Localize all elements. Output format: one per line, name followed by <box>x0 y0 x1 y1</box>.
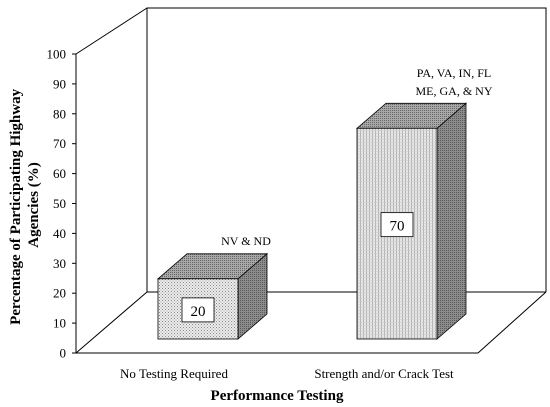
x-category-label: Strength and/or Crack Test <box>314 366 454 381</box>
back-wall-outline <box>146 7 547 292</box>
y-tick-label: 40 <box>53 226 66 241</box>
left-depth-bottom-line <box>75 291 148 354</box>
y-tick-label: 20 <box>53 286 66 301</box>
x-category-label: No Testing Required <box>120 366 228 381</box>
category-labels: No Testing Required Strength and/or Crack… <box>120 366 454 381</box>
y-tick-label: 100 <box>47 47 67 62</box>
y-tick-label: 90 <box>53 76 66 91</box>
x-axis-title: Performance Testing <box>211 388 344 404</box>
y-tick-label: 30 <box>53 256 66 271</box>
y-tick-label: 50 <box>53 196 66 211</box>
value-label-box <box>181 297 215 323</box>
bar-annotations: NV & ND PA, VA, IN, FL ME, GA, & NY <box>221 66 493 248</box>
bar-annotation-line: PA, VA, IN, FL <box>417 66 491 80</box>
value-label: 70 <box>390 219 405 235</box>
y-axis-ticks: 0 10 20 30 40 50 60 70 80 90 100 <box>47 47 76 361</box>
value-label: 20 <box>191 304 206 320</box>
bar: 20 <box>156 252 269 340</box>
value-label-box <box>380 212 414 238</box>
y-tick-label: 70 <box>53 136 66 151</box>
y-tick-label: 0 <box>60 346 67 361</box>
y-tick-label: 10 <box>53 316 66 331</box>
y-tick-label: 60 <box>53 166 66 181</box>
y-axis-title-line-1: Percentage of Participating Highway <box>8 88 24 324</box>
right-depth-bottom-line <box>477 291 547 354</box>
bar-side-face <box>436 102 467 340</box>
bar-annotation-line: ME, GA, & NY <box>416 84 493 98</box>
y-tick-label: 80 <box>53 106 66 121</box>
bar-annotation-line: NV & ND <box>221 234 271 248</box>
y-axis-title-line-2: Agencies (%) <box>26 162 42 247</box>
bar: 70 <box>355 102 468 340</box>
left-depth-top-line <box>75 7 148 55</box>
y-axis-title: Percentage of Participating Highway Agen… <box>8 85 42 325</box>
axes-frame <box>75 7 547 354</box>
